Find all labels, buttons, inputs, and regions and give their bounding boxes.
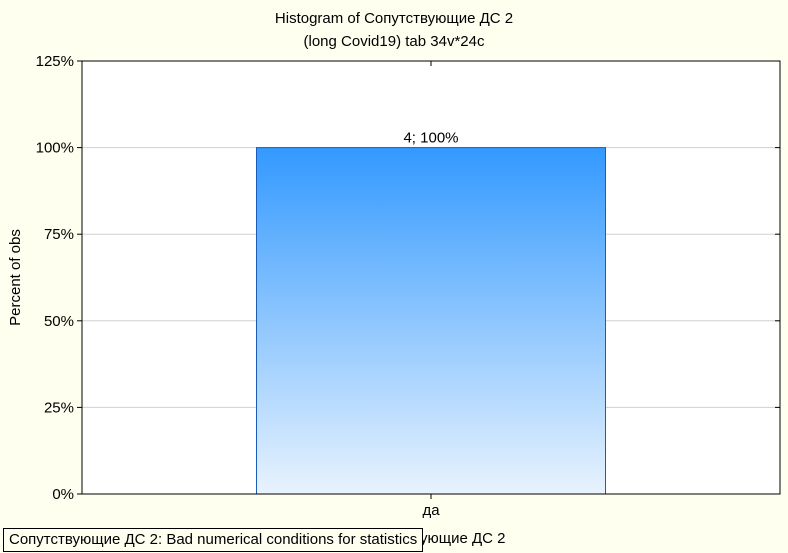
y-tick-label: 0%	[52, 486, 74, 503]
chart-title: Histogram of Сопутствующие ДС 2	[274, 10, 514, 27]
bar-data-label: 4; 100%	[403, 130, 458, 147]
chart-subtitle: (long Covid19) tab 34v*24c	[303, 33, 485, 50]
y-tick-label: 100%	[36, 140, 74, 157]
y-axis-label: Percent of obs	[7, 229, 24, 326]
y-tick-label: 75%	[44, 226, 74, 243]
histogram-bar	[256, 147, 606, 495]
y-tick-label: 125%	[36, 53, 74, 70]
status-message: Сопутствующие ДС 2: Bad numerical condit…	[3, 528, 424, 552]
x-tick-label: да	[422, 502, 440, 519]
plot-frame	[81, 60, 781, 495]
y-tick-label: 50%	[44, 313, 74, 330]
y-tick-label: 25%	[44, 399, 74, 416]
